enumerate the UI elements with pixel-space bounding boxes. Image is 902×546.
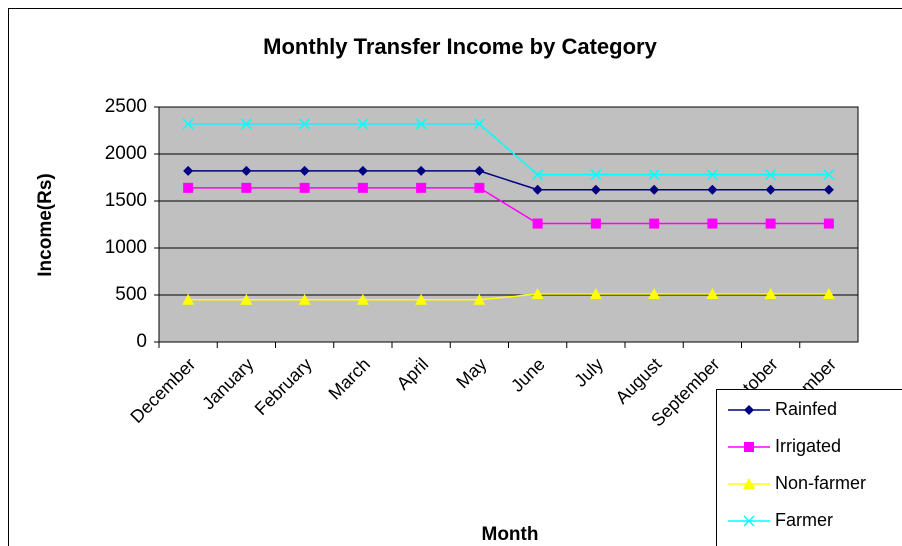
marker: [532, 169, 544, 181]
marker: [183, 165, 194, 176]
y-tick-label: 1000: [105, 237, 147, 258]
marker: [532, 184, 543, 195]
marker: [590, 169, 602, 181]
marker: [706, 169, 718, 181]
chart-title: Monthly Transfer Income by Category: [263, 34, 657, 59]
series-line: [188, 170, 829, 191]
marker: [299, 165, 310, 176]
marker: [649, 218, 660, 229]
legend-label: Farmer: [775, 510, 833, 530]
marker: [743, 478, 755, 489]
marker: [823, 169, 835, 181]
marker: [299, 182, 310, 193]
marker: [706, 288, 719, 300]
marker: [531, 288, 544, 300]
marker: [765, 169, 777, 181]
marker: [590, 218, 601, 229]
y-tick-label: 2000: [105, 143, 147, 164]
marker: [532, 218, 543, 229]
marker: [416, 165, 427, 176]
marker: [474, 182, 485, 193]
series-line: [188, 293, 829, 301]
y-tick-label: 2500: [105, 96, 147, 117]
marker: [356, 293, 369, 305]
marker: [241, 165, 252, 176]
marker: [183, 182, 194, 193]
marker: [299, 118, 311, 130]
marker: [744, 405, 754, 415]
marker: [744, 442, 754, 452]
marker: [357, 182, 368, 193]
marker: [648, 169, 660, 181]
legend-label: Irrigated: [775, 436, 841, 456]
series-line: [188, 123, 829, 176]
marker: [590, 184, 601, 195]
marker: [415, 118, 427, 130]
marker: [648, 288, 661, 300]
marker: [823, 184, 834, 195]
marker: [182, 293, 195, 305]
marker: [240, 293, 253, 305]
y-axis-label: Income(Rs): [35, 173, 56, 276]
marker: [764, 288, 777, 300]
marker: [743, 515, 755, 527]
marker: [474, 165, 485, 176]
marker: [241, 182, 252, 193]
marker: [823, 218, 834, 229]
marker: [765, 184, 776, 195]
marker: [240, 118, 252, 130]
y-tick-label: 0: [136, 331, 147, 352]
y-tick-label: 500: [115, 284, 147, 305]
marker: [822, 288, 835, 300]
marker: [649, 184, 660, 195]
legend-label: Non-farmer: [775, 473, 866, 493]
marker: [707, 218, 718, 229]
marker: [182, 118, 194, 130]
marker: [473, 118, 485, 130]
marker: [707, 184, 718, 195]
plot-area: [158, 106, 859, 343]
marker: [765, 218, 776, 229]
y-tick-label: 1500: [105, 190, 147, 211]
marker: [357, 165, 368, 176]
marker: [416, 182, 427, 193]
legend-label: Rainfed: [775, 399, 837, 419]
x-axis-label: Month: [482, 524, 539, 545]
series-line: [188, 187, 829, 225]
marker: [589, 288, 602, 300]
marker: [298, 293, 311, 305]
marker: [357, 118, 369, 130]
marker: [473, 293, 486, 305]
marker: [415, 293, 428, 305]
